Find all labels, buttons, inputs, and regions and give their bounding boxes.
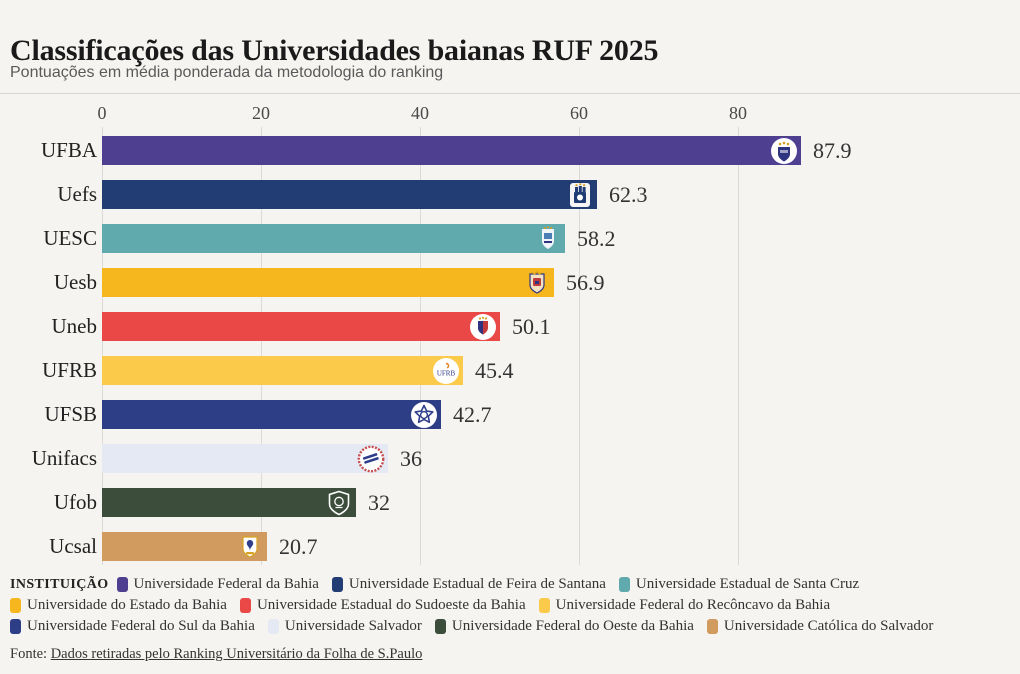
x-tick-label: 80 bbox=[729, 103, 747, 123]
value-label: 36 bbox=[400, 446, 422, 471]
uesb-logo bbox=[523, 269, 551, 297]
legend-item: Universidade Estadual de Santa Cruz bbox=[618, 576, 860, 593]
bar-ucsal bbox=[102, 532, 267, 561]
source-link[interactable]: Dados retiradas pelo Ranking Universitár… bbox=[50, 646, 423, 662]
ufob-logo bbox=[325, 489, 353, 517]
legend-label: Universidade Federal da Bahia bbox=[133, 576, 319, 592]
category-label: Ufob bbox=[53, 490, 97, 514]
legend-item: Universidade Federal da Bahia bbox=[116, 576, 319, 593]
x-tick-label: 60 bbox=[570, 103, 588, 123]
value-label: 87.9 bbox=[813, 138, 852, 163]
page-subtitle: Pontuações em média ponderada da metodol… bbox=[10, 64, 444, 81]
value-label: 45.4 bbox=[475, 358, 514, 383]
category-label: Uefs bbox=[57, 182, 97, 206]
legend-label: Universidade Federal do Oeste da Bahia bbox=[451, 618, 694, 634]
legend-item: Universidade Estadual do Sudoeste da Bah… bbox=[239, 597, 526, 614]
category-label: Ucsal bbox=[49, 534, 97, 558]
legend-label: Universidade Estadual de Feira de Santan… bbox=[348, 576, 606, 592]
source-prefix: Fonte: bbox=[10, 646, 48, 662]
bar-uesc bbox=[102, 224, 565, 253]
legend-label: Universidade Salvador bbox=[284, 618, 422, 634]
legend-swatch bbox=[10, 598, 21, 613]
gridline bbox=[102, 127, 103, 565]
ufsb-logo bbox=[410, 401, 438, 429]
uefs-logo bbox=[566, 181, 594, 209]
category-label: Uesb bbox=[53, 270, 97, 294]
bar-unifacs bbox=[102, 444, 388, 473]
bar-uneb bbox=[102, 312, 500, 341]
value-label: 32 bbox=[368, 490, 390, 515]
legend-item: Universidade Estadual de Feira de Santan… bbox=[331, 576, 606, 593]
legend-label: Universidade Estadual do Sudoeste da Bah… bbox=[256, 597, 526, 613]
legend-label: Universidade Federal do Sul da Bahia bbox=[27, 618, 255, 634]
value-label: 62.3 bbox=[609, 182, 648, 207]
category-label: UFBA bbox=[40, 138, 97, 162]
x-tick-label: 0 bbox=[97, 103, 107, 123]
gridline bbox=[261, 127, 262, 565]
legend-item: Universidade Federal do Oeste da Bahia bbox=[434, 618, 694, 635]
legend-row: Universidade Federal do Sul da Bahia Univ… bbox=[10, 618, 1012, 635]
value-label: 50.1 bbox=[512, 314, 551, 339]
legend-swatch bbox=[331, 577, 343, 592]
value-label: 42.7 bbox=[453, 402, 492, 427]
legend: INSTITUIÇÃO Universidade Federal da Bahia… bbox=[10, 576, 1012, 639]
legend-label: Universidade do Estado da Bahia bbox=[27, 597, 227, 613]
unifacs-logo bbox=[357, 445, 385, 473]
legend-swatch bbox=[618, 577, 630, 592]
legend-swatch bbox=[538, 598, 550, 613]
value-label: 20.7 bbox=[279, 534, 318, 559]
legend-swatch bbox=[267, 619, 279, 634]
ucsal-logo bbox=[236, 533, 264, 561]
category-label: UFRB bbox=[42, 358, 97, 382]
x-tick-label: 40 bbox=[411, 103, 429, 123]
source-note: Fonte: Dados retiradas pelo Ranking Univ… bbox=[10, 646, 422, 663]
legend-row: INSTITUIÇÃO Universidade Federal da Bahia… bbox=[10, 576, 1012, 593]
value-label: 56.9 bbox=[566, 270, 605, 295]
svg-text:UFRB: UFRB bbox=[437, 369, 456, 377]
bar-uefs bbox=[102, 180, 597, 209]
legend-item: Universidade Federal do Sul da Bahia bbox=[10, 618, 255, 635]
legend-swatch bbox=[239, 598, 251, 613]
legend-label: Universidade Católica do Salvador bbox=[723, 618, 934, 634]
gridline bbox=[738, 127, 739, 565]
legend-swatch bbox=[116, 577, 128, 592]
legend-swatch bbox=[434, 619, 446, 634]
uesc-logo bbox=[534, 225, 562, 253]
ufrb-logo: UFRB bbox=[432, 357, 460, 385]
bar-ufrb: UFRB bbox=[102, 356, 463, 385]
x-tick-label: 20 bbox=[252, 103, 270, 123]
bar-uesb bbox=[102, 268, 554, 297]
legend-title: INSTITUIÇÃO bbox=[10, 576, 109, 592]
bar-ufob bbox=[102, 488, 356, 517]
category-label: Uneb bbox=[51, 314, 98, 338]
legend-item: Universidade Católica do Salvador bbox=[706, 618, 934, 635]
category-label: Unifacs bbox=[31, 446, 97, 470]
bar-ufba bbox=[102, 136, 801, 165]
legend-item: Universidade do Estado da Bahia bbox=[10, 597, 227, 614]
category-label: UESC bbox=[43, 226, 97, 250]
legend-item: Universidade Federal do Recôncavo da Bah… bbox=[538, 597, 831, 614]
bar-ufsb bbox=[102, 400, 441, 429]
legend-item: Universidade Salvador bbox=[267, 618, 422, 635]
category-label: UFSB bbox=[44, 402, 97, 426]
ufba-logo bbox=[770, 137, 798, 165]
legend-label: Universidade Estadual de Santa Cruz bbox=[635, 576, 860, 592]
gridline bbox=[420, 127, 421, 565]
page-title: Classificações das Universidades baianas… bbox=[10, 34, 659, 68]
legend-swatch bbox=[706, 619, 718, 634]
legend-label: Universidade Federal do Recôncavo da Bah… bbox=[555, 597, 831, 613]
gridline bbox=[579, 127, 580, 565]
value-label: 58.2 bbox=[577, 226, 616, 251]
uneb-logo bbox=[469, 313, 497, 341]
legend-row: Universidade do Estado da Bahia Universid… bbox=[10, 597, 1012, 614]
legend-swatch bbox=[10, 619, 21, 634]
header-divider bbox=[0, 93, 1020, 94]
